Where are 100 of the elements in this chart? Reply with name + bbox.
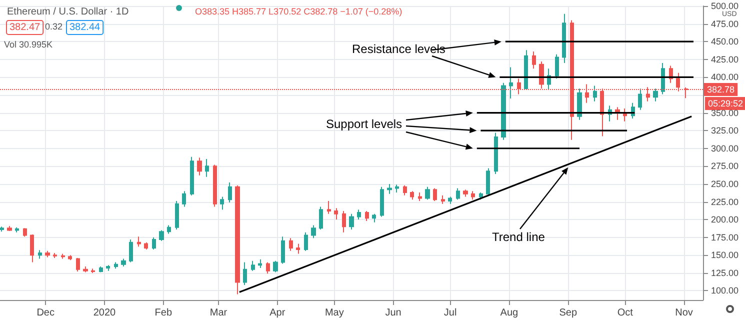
candlestick [539,61,544,90]
ref-line-label: 382.78 [707,84,735,94]
candlestick [562,13,566,64]
annotation: Trend line [492,230,546,244]
candlestick [441,194,445,204]
y-tick-label: 150.00 [711,250,739,260]
x-tick-label: Nov [675,308,693,318]
y-tick-label: 275.00 [711,161,739,172]
candlestick [349,213,354,230]
y-tick-label: 450.00 [711,36,739,47]
candlestick [327,200,331,214]
x-tick-label: Oct [617,308,634,318]
candlestick [152,236,156,250]
candlestick [197,157,202,176]
candlestick [479,192,483,200]
candlestick [23,228,27,238]
candlestick [251,260,255,272]
y-tick-label: 325.00 [711,126,739,136]
candlestick [30,234,34,263]
candlestick [365,210,369,222]
candlestick [7,225,12,232]
candlestick [159,230,164,242]
y-tick-label: 200.00 [711,214,739,225]
candlestick [121,258,126,268]
annotation: 382.47 [10,22,41,33]
candlestick [273,260,278,273]
candlestick [403,184,407,196]
x-tick-label: Sep [559,308,578,318]
candlestick [342,210,346,233]
candlestick [175,200,179,230]
x-tick-label: Mar [210,308,228,318]
x-tick-label: Jun [385,308,402,318]
chart-subtitle: O383.35 H385.77 L370.52 C382.78 −1.07 (−0.28%) [195,6,402,16]
candlestick [220,196,224,210]
y-tick-label: 100.00 [711,286,739,296]
x-tick-label: 2020 [93,308,116,318]
candlestick [486,168,490,196]
candlestick [129,238,133,263]
candlestick [304,232,308,252]
candlestick [144,242,148,250]
candlestick [380,186,384,218]
x-tick-label: Aug [500,308,518,318]
candlestick [410,190,414,200]
y-tick-label: 300.00 [711,143,739,154]
candlestick [593,85,597,102]
candlestick [243,262,247,286]
candlestick [509,66,513,100]
candlestick [15,226,19,233]
candlestick [653,88,658,102]
candlestick [319,206,323,230]
candlestick [494,132,498,174]
x-tick-label: Apr [270,308,286,318]
y-tick-label: 400.00 [711,72,739,82]
y-tick-label: 500.00 [711,1,739,11]
candlestick [182,190,186,208]
candlestick [190,156,194,196]
candlestick [372,213,376,223]
annotation: Support levels [326,117,402,131]
candlestick [137,236,141,248]
annotation: 0.32 [45,22,63,32]
candlestick [106,264,110,272]
candlestick [433,188,437,202]
candlestick [418,192,422,202]
candlestick [213,164,217,208]
candlestick [0,226,4,232]
candlestick [91,268,95,274]
annotation: 382.44 [70,22,101,33]
text: 05:29:52 [708,98,744,108]
candlestick [532,51,536,70]
y-tick-label: 475.00 [711,18,739,29]
candlestick [448,196,452,204]
candlestick [296,243,300,254]
candlestick [555,54,559,80]
annotation: Vol 30.995K [4,40,53,50]
candlestick [463,189,468,198]
x-tick-label: May [324,308,344,318]
candlestick [38,250,42,260]
candlestick [235,184,240,295]
candlestick [68,254,72,261]
y-tick-label: 125.00 [711,268,739,278]
candlestick [99,266,103,273]
candlestick [83,266,88,273]
candlestick [45,250,50,258]
candlestick [258,258,262,268]
candlestick [289,238,293,252]
candlestick [228,182,232,203]
candlestick [456,188,460,200]
y-tick-label: 250.00 [711,178,739,189]
candlestick [311,224,316,239]
y-tick-label: 225.00 [711,196,739,207]
candlestick [577,88,582,120]
x-tick-label: Feb [154,308,172,318]
candlestick [281,236,285,264]
candlestick [357,209,361,220]
y-tick-label: 175.00 [711,232,739,242]
candlestick [387,183,392,194]
candlestick [524,50,528,90]
candlestick [471,190,475,200]
candlestick [334,208,338,220]
y-tick-label: 350.00 [711,108,739,118]
